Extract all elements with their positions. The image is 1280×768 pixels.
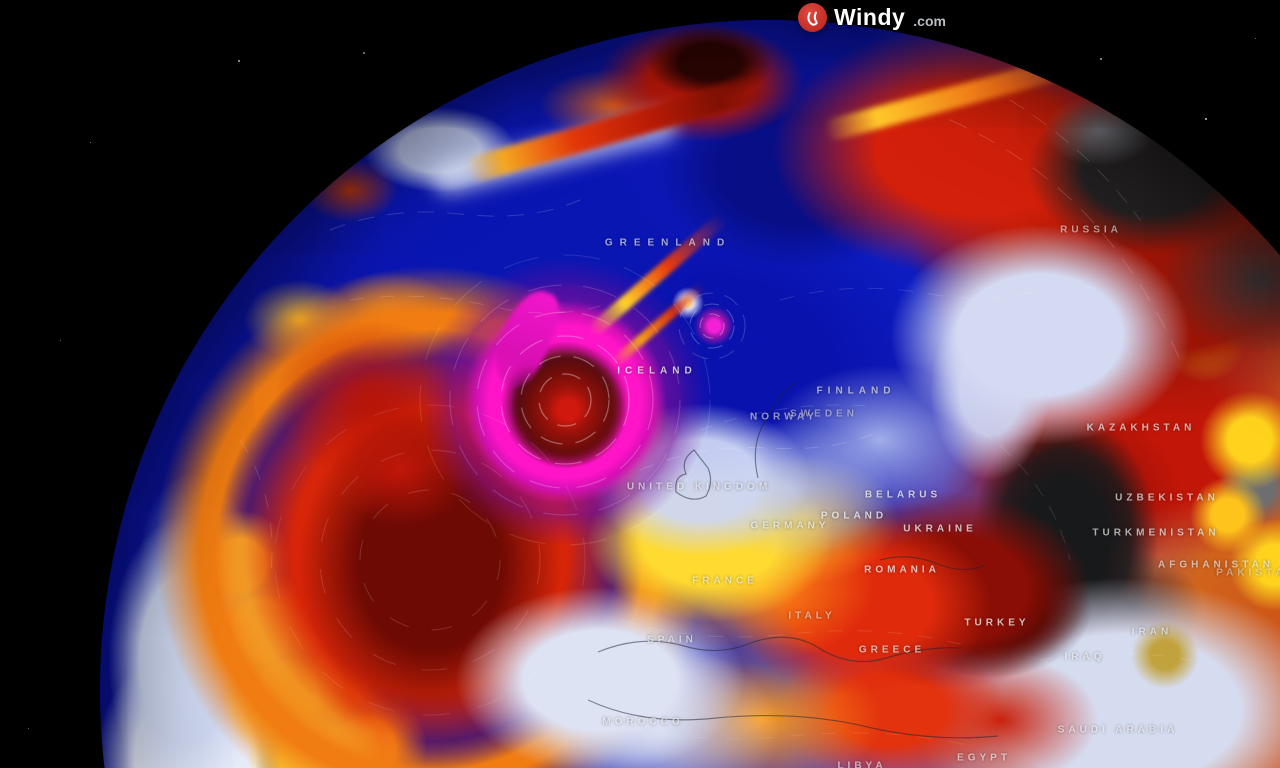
map-label-libya: LIBYA bbox=[837, 760, 887, 768]
star bbox=[28, 728, 29, 729]
map-label-poland: POLAND bbox=[820, 510, 888, 522]
star bbox=[60, 340, 61, 341]
map-label-iceland: ICELAND bbox=[617, 365, 697, 377]
map-label-greenland: GREENLAND bbox=[604, 237, 732, 249]
map-label-saudi-arabia: SAUDI ARABIA bbox=[1057, 724, 1179, 736]
map-label-russia: RUSSIA bbox=[1060, 224, 1122, 236]
windy-swirl-icon bbox=[798, 3, 827, 32]
map-label-france: FRANCE bbox=[692, 575, 758, 587]
map-label-sweden: SWEDEN bbox=[790, 408, 858, 420]
star bbox=[90, 142, 91, 143]
arctic-warm-streak bbox=[821, 51, 1089, 143]
map-label-greece: GREECE bbox=[858, 644, 926, 656]
star bbox=[238, 60, 240, 62]
map-label-spain: SPAIN bbox=[647, 634, 697, 646]
star bbox=[1205, 118, 1207, 120]
star bbox=[363, 52, 365, 54]
brand-name: Windy bbox=[834, 4, 906, 30]
map-label-united-kingdom: UNITED KINGDOM bbox=[626, 481, 772, 493]
map-label-turkey: TURKEY bbox=[964, 617, 1030, 629]
map-label-pakistan: PAKISTAN bbox=[1216, 567, 1280, 579]
map-label-morocco: MOROCCO bbox=[602, 716, 684, 728]
map-label-finland: FINLAND bbox=[816, 385, 896, 397]
map-label-egypt: EGYPT bbox=[957, 752, 1011, 764]
map-label-romania: ROMANIA bbox=[864, 564, 940, 576]
map-label-uzbekistan: UZBEKISTAN bbox=[1115, 492, 1219, 504]
map-label-kazakhstan: KAZAKHSTAN bbox=[1086, 422, 1196, 434]
map-label-belarus: BELARUS bbox=[864, 489, 942, 501]
warm-jet-streak bbox=[462, 71, 778, 185]
star bbox=[1255, 38, 1256, 39]
map-label-afghanistan: AFGHANISTAN bbox=[1157, 559, 1275, 571]
map-label-turkmenistan: TURKMENISTAN bbox=[1092, 527, 1220, 539]
windy-logo[interactable]: Windy .com bbox=[798, 3, 946, 32]
star bbox=[1100, 58, 1102, 60]
map-label-norway: NORWAY bbox=[750, 411, 818, 423]
map-label-germany: GERMANY bbox=[750, 520, 830, 532]
map-label-ukraine: UKRAINE bbox=[903, 523, 977, 535]
map-label-italy: ITALY bbox=[788, 610, 836, 622]
brand-tld: .com bbox=[913, 13, 946, 29]
map-label-iraq: IRAQ bbox=[1064, 651, 1106, 663]
polar-vortex-arm bbox=[485, 282, 567, 394]
map-label-iran: IRAN bbox=[1131, 626, 1173, 638]
